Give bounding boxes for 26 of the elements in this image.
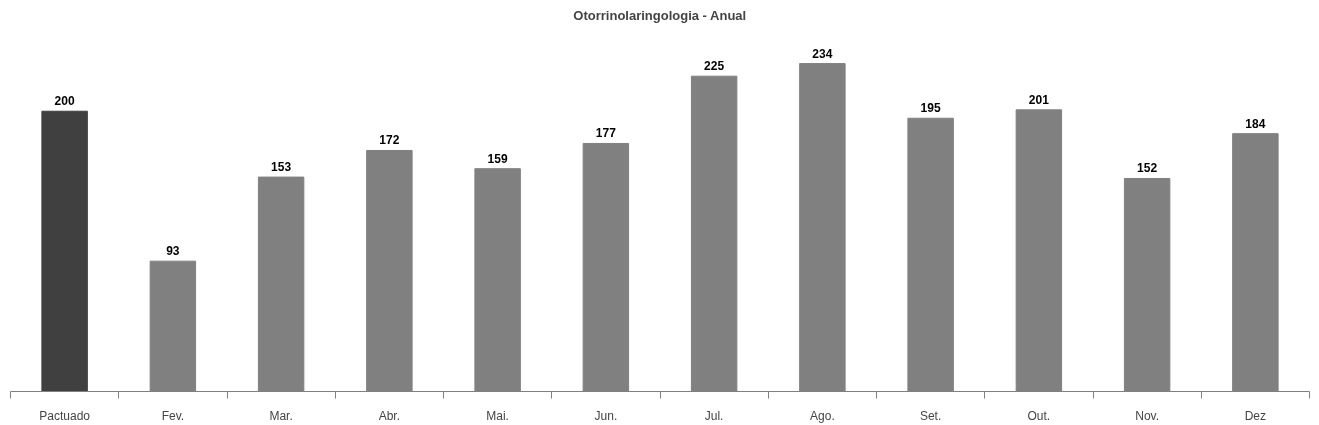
x-tick-label: Mai.	[486, 408, 509, 423]
chart-title: Otorrinolaringologia - Anual	[573, 7, 747, 23]
data-label: 177	[595, 126, 617, 141]
x-tick-label: Set.	[919, 408, 942, 423]
x-tick-label: Jul.	[704, 408, 724, 423]
data-label: 200	[54, 94, 75, 109]
x-tick-label: Fev.	[161, 408, 185, 423]
data-label: 153	[271, 160, 292, 175]
x-tick-label: Jun.	[594, 408, 618, 423]
data-label: 184	[1245, 116, 1266, 131]
x-tick-label: Ago.	[810, 408, 835, 423]
x-tick-label: Pactuado	[39, 408, 91, 423]
x-tick-label: Nov.	[1135, 408, 1160, 423]
data-label: 152	[1137, 161, 1158, 176]
data-label: 195	[920, 101, 941, 116]
data-label: 225	[704, 59, 725, 74]
data-label: 172	[379, 133, 400, 148]
x-tick-label: Dez	[1244, 408, 1267, 423]
data-label: 234	[812, 46, 833, 61]
data-label: 159	[487, 151, 508, 166]
x-tick-label: Abr.	[378, 408, 401, 423]
x-tick-label: Mar.	[269, 408, 293, 423]
data-label: 93	[166, 244, 180, 259]
x-tick-label: Out.	[1027, 408, 1051, 423]
data-label: 201	[1028, 92, 1050, 107]
bar	[41, 110, 88, 392]
